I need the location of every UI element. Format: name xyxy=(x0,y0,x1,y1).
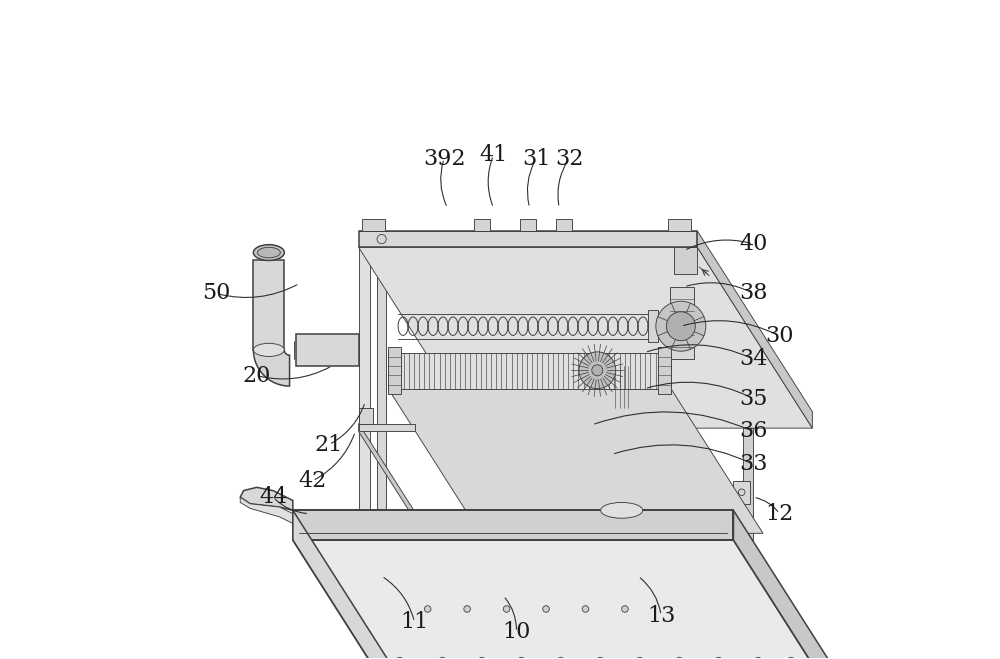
Text: 13: 13 xyxy=(647,604,675,627)
Circle shape xyxy=(656,301,706,351)
Text: 40: 40 xyxy=(739,233,767,255)
Circle shape xyxy=(503,606,510,612)
Polygon shape xyxy=(668,219,691,231)
Polygon shape xyxy=(377,247,386,510)
Polygon shape xyxy=(359,247,370,510)
Circle shape xyxy=(787,657,795,659)
Circle shape xyxy=(592,364,603,376)
Circle shape xyxy=(754,657,762,659)
Polygon shape xyxy=(670,287,694,359)
Polygon shape xyxy=(520,219,536,231)
Polygon shape xyxy=(359,424,451,576)
Text: 12: 12 xyxy=(765,503,794,525)
Polygon shape xyxy=(359,231,697,247)
Text: 31: 31 xyxy=(522,148,550,169)
Circle shape xyxy=(517,657,525,659)
Polygon shape xyxy=(611,366,632,409)
Ellipse shape xyxy=(601,401,643,416)
Text: 20: 20 xyxy=(242,364,271,387)
Circle shape xyxy=(543,606,549,612)
Text: 392: 392 xyxy=(423,148,465,169)
Circle shape xyxy=(596,657,604,659)
Circle shape xyxy=(579,352,616,389)
Polygon shape xyxy=(253,260,284,350)
Text: 30: 30 xyxy=(765,325,794,347)
Circle shape xyxy=(396,657,404,659)
Polygon shape xyxy=(240,487,293,510)
Circle shape xyxy=(636,657,644,659)
Polygon shape xyxy=(658,347,671,394)
Polygon shape xyxy=(359,424,415,432)
Text: 34: 34 xyxy=(739,348,767,370)
Circle shape xyxy=(666,312,695,341)
Circle shape xyxy=(478,657,486,659)
Polygon shape xyxy=(362,219,385,231)
Polygon shape xyxy=(293,540,849,659)
Polygon shape xyxy=(697,231,812,428)
Text: 33: 33 xyxy=(739,453,767,475)
Text: 44: 44 xyxy=(259,486,287,508)
Polygon shape xyxy=(388,389,763,533)
Polygon shape xyxy=(388,347,401,394)
Polygon shape xyxy=(733,510,849,659)
Polygon shape xyxy=(474,219,490,231)
Polygon shape xyxy=(628,247,640,510)
Polygon shape xyxy=(359,409,373,424)
Polygon shape xyxy=(296,334,359,366)
Polygon shape xyxy=(610,247,620,510)
Circle shape xyxy=(424,606,431,612)
Circle shape xyxy=(715,657,723,659)
Polygon shape xyxy=(601,409,643,510)
Polygon shape xyxy=(359,247,812,428)
Text: 32: 32 xyxy=(555,148,583,169)
Text: 38: 38 xyxy=(739,282,767,304)
Polygon shape xyxy=(240,497,293,523)
Circle shape xyxy=(582,606,589,612)
Circle shape xyxy=(439,657,446,659)
Polygon shape xyxy=(293,510,733,540)
Text: 36: 36 xyxy=(739,420,767,442)
Text: 41: 41 xyxy=(479,144,508,166)
Circle shape xyxy=(464,606,470,612)
Polygon shape xyxy=(648,310,658,342)
Ellipse shape xyxy=(257,247,280,258)
Polygon shape xyxy=(388,353,671,389)
Circle shape xyxy=(622,606,628,612)
Polygon shape xyxy=(556,219,572,231)
Circle shape xyxy=(557,657,565,659)
Ellipse shape xyxy=(601,502,643,518)
Text: 35: 35 xyxy=(739,387,767,409)
Text: 21: 21 xyxy=(315,434,343,455)
Polygon shape xyxy=(253,350,290,386)
Text: 42: 42 xyxy=(298,470,327,492)
Polygon shape xyxy=(293,510,408,659)
Ellipse shape xyxy=(253,343,284,357)
Polygon shape xyxy=(674,247,697,273)
Text: 11: 11 xyxy=(400,611,429,633)
Text: 10: 10 xyxy=(502,621,531,643)
Text: 50: 50 xyxy=(202,282,230,304)
Polygon shape xyxy=(743,428,753,659)
Circle shape xyxy=(675,657,683,659)
Polygon shape xyxy=(733,481,750,503)
Ellipse shape xyxy=(253,244,284,260)
Polygon shape xyxy=(474,428,483,659)
